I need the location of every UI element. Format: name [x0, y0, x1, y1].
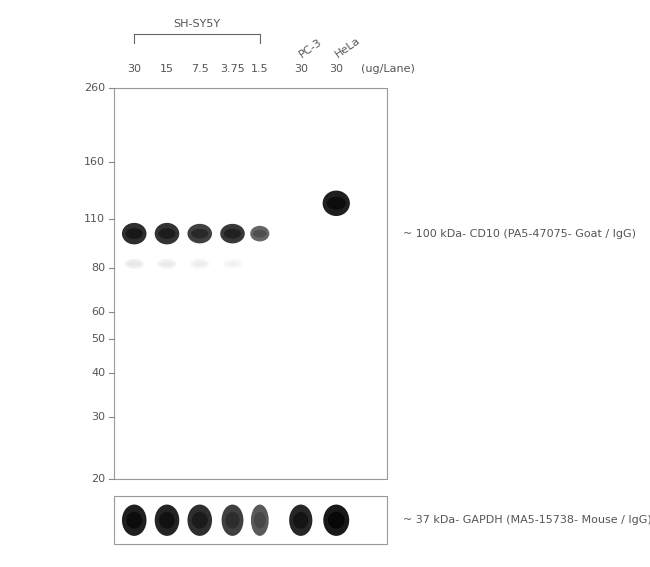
Ellipse shape: [122, 505, 146, 536]
Text: (ug/Lane): (ug/Lane): [361, 64, 415, 74]
Ellipse shape: [293, 512, 308, 528]
Text: 3.75: 3.75: [220, 64, 245, 74]
Ellipse shape: [159, 512, 175, 528]
Ellipse shape: [122, 223, 146, 244]
Text: 110: 110: [84, 214, 105, 224]
Ellipse shape: [289, 505, 313, 536]
Text: 50: 50: [91, 335, 105, 344]
Ellipse shape: [187, 505, 212, 536]
Text: 30: 30: [91, 412, 105, 422]
Ellipse shape: [222, 505, 243, 536]
Text: 60: 60: [91, 307, 105, 316]
Text: ~ 37 kDa- GAPDH (MA5-15738- Mouse / IgG): ~ 37 kDa- GAPDH (MA5-15738- Mouse / IgG): [403, 515, 650, 525]
Ellipse shape: [251, 505, 268, 536]
Text: 30: 30: [127, 64, 141, 74]
Text: 30: 30: [330, 64, 343, 74]
Text: 30: 30: [294, 64, 307, 74]
Ellipse shape: [323, 505, 349, 536]
Ellipse shape: [220, 224, 245, 243]
Ellipse shape: [127, 261, 141, 266]
Text: SH-SY5Y: SH-SY5Y: [174, 19, 220, 29]
Text: 160: 160: [84, 157, 105, 167]
Text: 15: 15: [160, 64, 174, 74]
Text: 7.5: 7.5: [191, 64, 209, 74]
Ellipse shape: [254, 512, 266, 528]
Text: 80: 80: [91, 263, 105, 273]
Ellipse shape: [190, 259, 209, 269]
Ellipse shape: [224, 229, 241, 239]
Ellipse shape: [187, 224, 212, 243]
Ellipse shape: [250, 226, 269, 242]
Text: 20: 20: [91, 474, 105, 484]
Text: HeLa: HeLa: [333, 35, 362, 60]
Ellipse shape: [155, 505, 179, 536]
Ellipse shape: [191, 229, 209, 239]
Text: 260: 260: [84, 83, 105, 93]
Ellipse shape: [157, 259, 177, 269]
Ellipse shape: [126, 512, 142, 528]
Ellipse shape: [161, 261, 174, 266]
Ellipse shape: [226, 512, 240, 528]
Text: PC-3: PC-3: [298, 37, 324, 60]
Ellipse shape: [159, 229, 176, 239]
Ellipse shape: [327, 197, 346, 210]
Ellipse shape: [328, 512, 345, 528]
Text: ~ 100 kDa- CD10 (PA5-47075- Goat / IgG): ~ 100 kDa- CD10 (PA5-47075- Goat / IgG): [403, 229, 636, 239]
Ellipse shape: [223, 259, 242, 269]
Ellipse shape: [125, 229, 143, 239]
Text: 40: 40: [91, 369, 105, 378]
Ellipse shape: [155, 223, 179, 244]
Ellipse shape: [125, 259, 144, 269]
Text: 1.5: 1.5: [251, 64, 268, 74]
Ellipse shape: [253, 230, 266, 238]
Ellipse shape: [192, 512, 208, 528]
Ellipse shape: [322, 191, 350, 216]
